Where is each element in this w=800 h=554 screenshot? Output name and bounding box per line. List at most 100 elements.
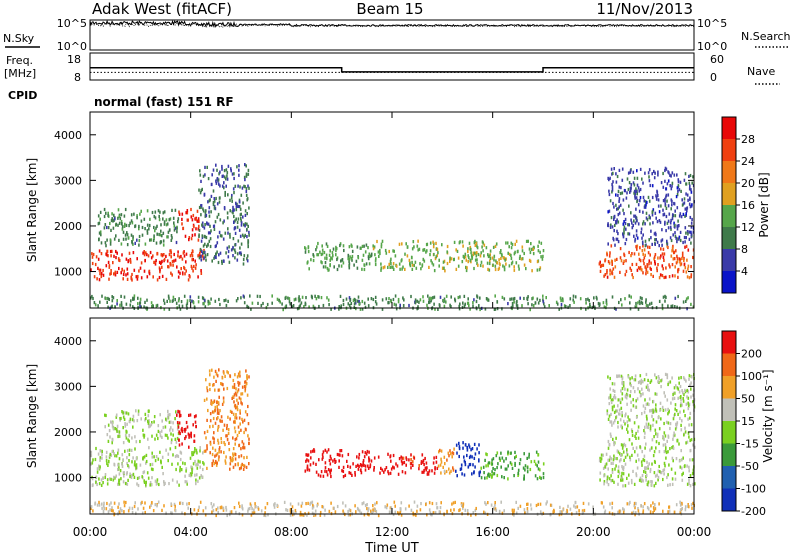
range-cell <box>459 302 461 306</box>
range-cell <box>138 243 140 247</box>
range-cell <box>146 298 148 302</box>
range-cell <box>189 295 192 299</box>
range-cell <box>91 261 94 266</box>
range-cell <box>236 405 239 409</box>
range-cell <box>324 256 326 260</box>
range-cell <box>402 296 404 300</box>
range-cell <box>464 443 467 447</box>
range-cell <box>522 466 525 470</box>
range-cell <box>645 478 647 482</box>
range-cell <box>517 249 519 253</box>
range-cell <box>238 173 240 177</box>
range-cell <box>619 247 622 251</box>
range-cell <box>183 254 186 258</box>
range-cell <box>612 437 614 441</box>
range-cell <box>197 238 200 242</box>
range-cell <box>241 505 243 510</box>
range-cell <box>578 509 580 513</box>
range-cell <box>129 420 131 424</box>
range-cell <box>226 216 229 220</box>
range-cell <box>689 383 691 387</box>
range-cell <box>485 464 487 468</box>
range-cell <box>490 475 493 479</box>
range-cell <box>180 300 183 304</box>
range-cell <box>667 510 669 514</box>
range-cell <box>683 393 685 397</box>
range-cell <box>151 451 153 455</box>
range-cell <box>154 503 157 507</box>
range-cell <box>168 307 171 311</box>
range-cell <box>145 483 147 487</box>
range-cell <box>452 466 454 470</box>
range-cell <box>240 216 242 221</box>
range-cell <box>632 170 635 174</box>
range-cell <box>177 454 180 458</box>
range-cell <box>621 426 623 430</box>
range-cell <box>394 510 397 514</box>
range-cell <box>645 216 648 220</box>
range-cell <box>390 467 393 471</box>
range-cell <box>560 298 562 303</box>
range-cell <box>646 383 649 387</box>
range-cell <box>665 266 667 270</box>
range-cell <box>620 389 622 393</box>
range-cell <box>603 305 606 309</box>
range-cell <box>476 244 478 248</box>
range-cell <box>122 415 125 419</box>
range-cell <box>646 425 648 429</box>
range-cell <box>364 305 367 309</box>
range-cell <box>463 473 466 477</box>
range-cell <box>212 459 215 463</box>
range-cell <box>200 254 202 258</box>
range-cell <box>264 506 267 510</box>
range-cell <box>438 510 441 514</box>
range-cell <box>221 402 224 406</box>
range-cell <box>310 450 312 454</box>
range-cell <box>620 406 623 410</box>
range-cell <box>643 262 645 266</box>
range-cell <box>566 509 569 513</box>
range-cell <box>644 398 646 402</box>
range-cell <box>604 273 607 277</box>
range-cell <box>670 467 673 471</box>
range-cell <box>673 433 676 437</box>
range-cell <box>239 234 242 238</box>
range-cell <box>530 507 533 511</box>
range-cell <box>145 459 148 464</box>
range-cell <box>633 252 636 256</box>
range-cell <box>134 435 136 439</box>
range-cell <box>660 239 663 243</box>
range-cell <box>178 210 180 214</box>
range-cell <box>402 456 405 460</box>
range-cell <box>638 252 640 256</box>
range-cell <box>348 303 351 308</box>
range-cell <box>600 457 603 461</box>
range-cell <box>449 256 451 260</box>
range-cell <box>424 456 426 461</box>
range-cell <box>194 459 196 464</box>
range-cell <box>658 377 660 381</box>
range-cell <box>511 301 514 306</box>
range-cell <box>488 461 491 465</box>
range-cell <box>444 269 446 273</box>
range-cell <box>678 381 680 385</box>
range-cell <box>170 502 172 506</box>
range-cell <box>339 294 342 298</box>
range-cell <box>368 450 370 454</box>
range-cell <box>630 408 632 412</box>
range-cell <box>513 268 516 272</box>
range-cell <box>662 509 664 513</box>
range-cell <box>358 464 360 468</box>
range-cell <box>630 211 632 215</box>
range-cell <box>98 464 100 468</box>
range-cell <box>218 297 220 302</box>
range-cell <box>141 475 143 479</box>
range-cell <box>379 251 381 256</box>
range-cell <box>174 504 176 508</box>
range-cell <box>673 431 675 435</box>
range-cell <box>656 434 659 438</box>
range-cell <box>361 450 364 454</box>
range-cell <box>645 203 647 207</box>
range-cell <box>97 222 100 226</box>
range-cell <box>654 409 656 413</box>
